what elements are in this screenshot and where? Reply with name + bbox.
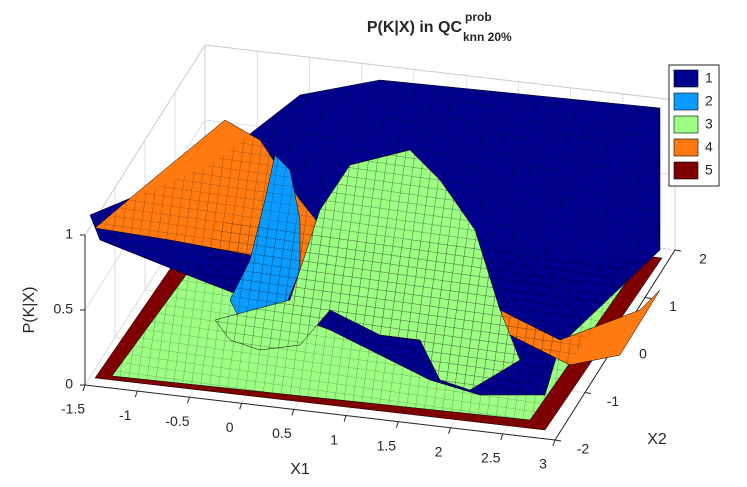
x-tick-label: 1.5 xyxy=(377,437,397,453)
z-axis-label: P(K|X) xyxy=(21,287,38,334)
x-tick-label: -0.5 xyxy=(165,413,189,429)
y-tick xyxy=(584,392,592,394)
legend-swatch xyxy=(673,138,699,157)
x-tick xyxy=(134,390,138,398)
legend-swatch xyxy=(673,115,699,134)
x-tick xyxy=(291,409,295,416)
x-tick xyxy=(500,433,504,441)
legend-label: 2 xyxy=(705,93,713,109)
y-tick-label: -1 xyxy=(607,393,620,409)
z-tick-label: 1 xyxy=(65,226,73,242)
chart-title: P(K|X) in QC xyxy=(367,19,463,36)
y-tick xyxy=(554,439,562,442)
y-axis-label: X2 xyxy=(647,431,667,448)
y-tick-label: 0 xyxy=(639,346,647,362)
x-tick xyxy=(552,439,556,447)
legend-label: 4 xyxy=(705,139,713,155)
box-edge xyxy=(204,44,676,101)
x-tick-label: 3 xyxy=(539,456,547,472)
title-superscript: prob xyxy=(465,10,492,24)
x-tick-label: 0.5 xyxy=(272,425,292,441)
z-tick-label: 0.5 xyxy=(54,301,74,317)
x-tick-label: -1.5 xyxy=(61,401,85,417)
axis-line xyxy=(84,384,556,441)
legend-label: 3 xyxy=(705,116,713,132)
y-tick xyxy=(674,249,682,252)
x-tick-label: 2 xyxy=(435,443,443,459)
x-tick-label: 1 xyxy=(330,431,338,447)
x-tick-label: -1 xyxy=(119,407,132,423)
x-tick xyxy=(343,415,347,422)
y-tick-label: 1 xyxy=(669,298,677,314)
x-tick-label: 2.5 xyxy=(481,450,501,466)
x-axis-label: X1 xyxy=(290,461,310,478)
y-tick-label: 2 xyxy=(699,251,707,267)
surface-mesh xyxy=(90,80,660,420)
x-tick xyxy=(186,397,190,404)
legend-label: 1 xyxy=(705,70,713,86)
x-tick xyxy=(448,427,452,434)
box-edge xyxy=(84,44,206,236)
legend-swatch xyxy=(673,92,699,111)
legend-swatch xyxy=(673,69,699,88)
z-tick-label: 0 xyxy=(65,376,73,392)
title-subscript: knn 20% xyxy=(463,30,512,44)
legend-label: 5 xyxy=(705,162,713,178)
x-tick xyxy=(239,403,243,410)
x-tick-label: 0 xyxy=(226,419,234,435)
surfaces xyxy=(89,79,663,431)
y-tick xyxy=(644,297,652,299)
x-tick xyxy=(395,421,399,428)
legend-swatch xyxy=(673,161,699,180)
legend: 1 2 3 4 5 xyxy=(668,64,720,187)
x-tick xyxy=(82,384,86,392)
labels: P(K|X) in QC prob knn 20% X1 X2 P(K|X) -… xyxy=(21,10,707,478)
y-tick-label: -2 xyxy=(577,441,590,457)
